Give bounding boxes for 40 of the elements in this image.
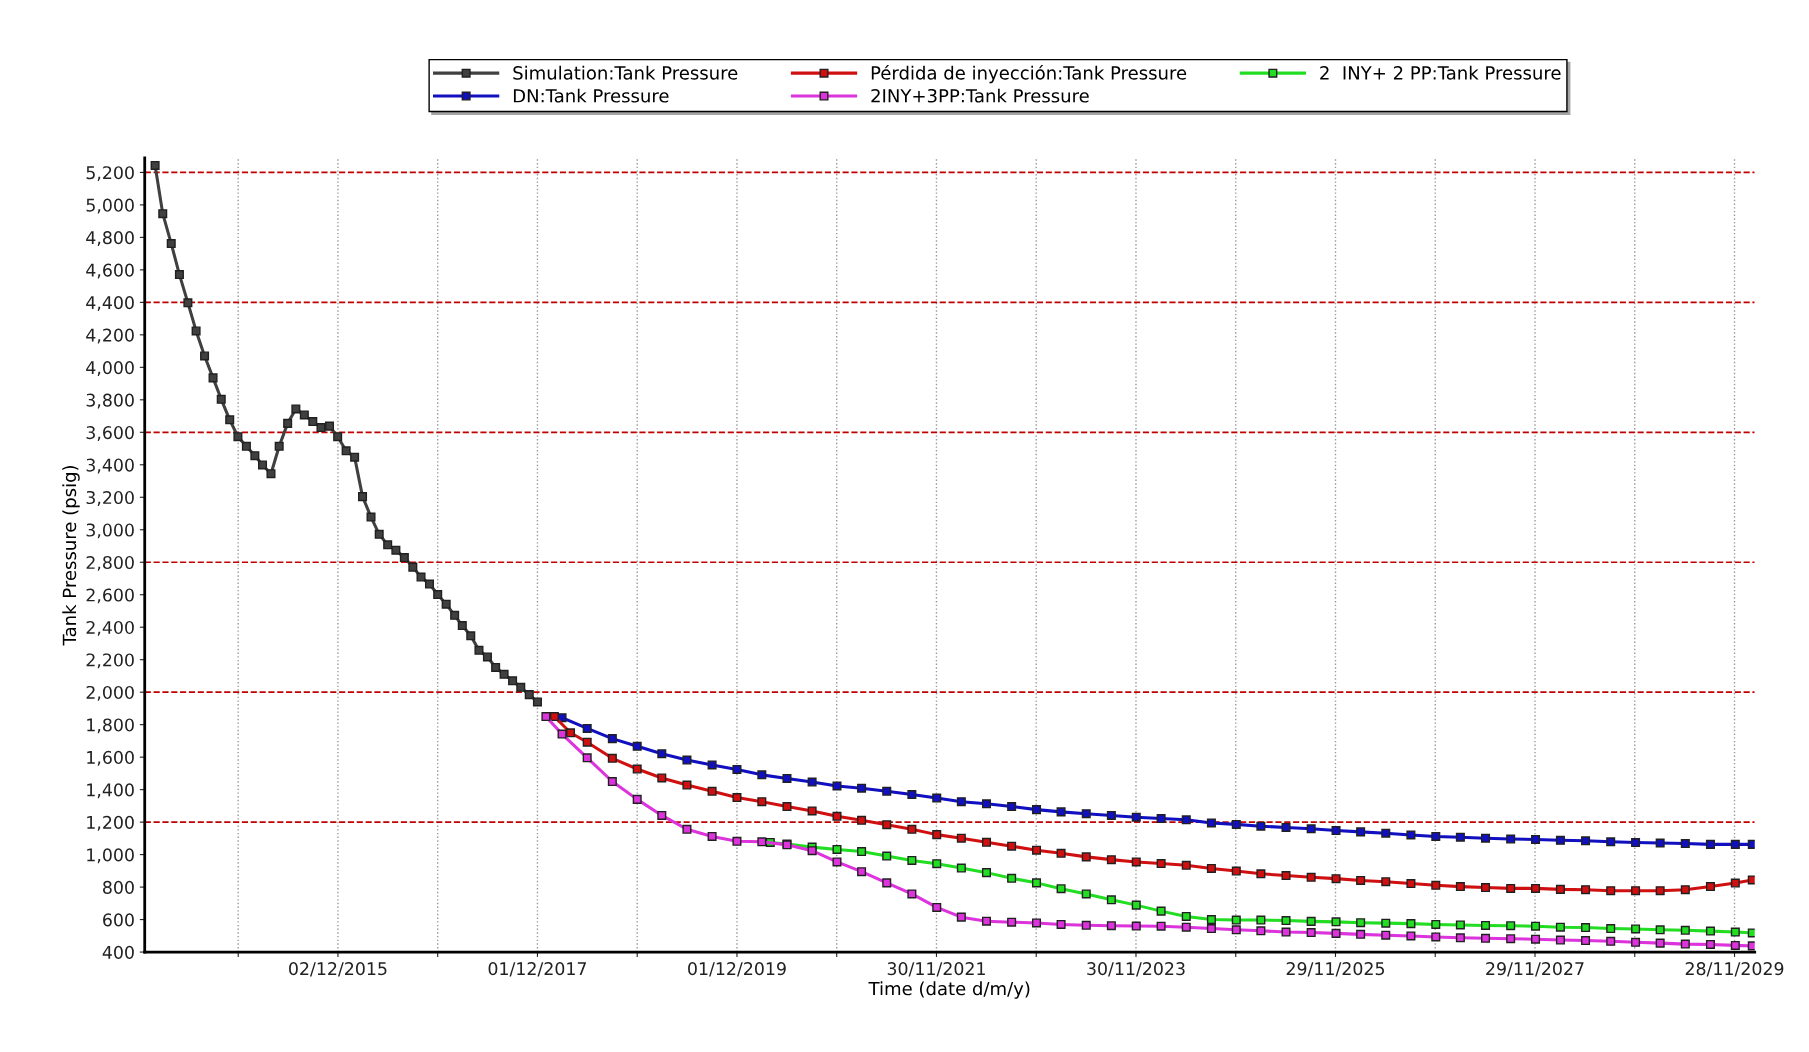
y-tick-label: 400 bbox=[102, 945, 134, 959]
legend-label: 2INY+3PP:Tank Pressure bbox=[871, 88, 1089, 103]
x-tick-label: 28/11/2029 bbox=[1685, 962, 1784, 977]
y-tick-label: 3,800 bbox=[86, 393, 134, 409]
y-tick-label: 1,800 bbox=[87, 718, 134, 734]
y-tick-label: 4,800 bbox=[86, 231, 134, 246]
y-tick-label: 3,000 bbox=[86, 523, 134, 539]
x-tick-label: 01/12/2019 bbox=[688, 962, 786, 977]
y-tick-label: 2,000 bbox=[86, 685, 134, 701]
x-tick-label: 02/12/2015 bbox=[289, 962, 387, 977]
y-tick-label: 4,200 bbox=[86, 328, 134, 344]
y-tick-label: 3,200 bbox=[86, 490, 134, 506]
legend-label: DN:Tank Pressure bbox=[513, 88, 669, 103]
y-tick-label: 800 bbox=[103, 880, 134, 894]
y-tick-label: 2,400 bbox=[86, 620, 134, 636]
y-tick-label: 2,600 bbox=[86, 588, 134, 604]
y-tick-label: 4,000 bbox=[86, 361, 134, 376]
y-tick-label: 3,600 bbox=[86, 426, 134, 441]
y-tick-label: 4,600 bbox=[86, 263, 134, 279]
y-tick-label: 5,000 bbox=[86, 198, 134, 214]
y-tick-label: 1,600 bbox=[87, 750, 134, 766]
x-tick-label: 30/11/2023 bbox=[1087, 962, 1185, 977]
y-tick-label: 1,200 bbox=[87, 815, 134, 831]
y-axis-title: Tank Pressure (psig) bbox=[62, 465, 80, 646]
y-tick-label: 5,200 bbox=[86, 166, 134, 182]
x-axis-title: Time (date d/m/y) bbox=[868, 981, 1030, 999]
y-tick-label: 2,800 bbox=[86, 555, 134, 571]
legend-label: 2 INY+ 2 PP:Tank Pressure bbox=[1320, 65, 1561, 80]
x-tick-label: 30/11/2021 bbox=[887, 962, 985, 977]
y-tick-label: 2,200 bbox=[86, 653, 134, 669]
legend-label: Simulation:Tank Pressure bbox=[513, 65, 738, 80]
x-tick-label: 29/11/2027 bbox=[1486, 962, 1584, 977]
y-tick-label: 3,400 bbox=[86, 458, 134, 474]
y-tick-label: 4,400 bbox=[86, 296, 134, 311]
x-tick-label: 29/11/2025 bbox=[1286, 962, 1384, 977]
y-tick-label: 1,400 bbox=[87, 783, 134, 799]
legend-label: Pérdida de inyección:Tank Pressure bbox=[871, 65, 1187, 84]
y-tick-label: 1,000 bbox=[87, 848, 134, 864]
x-tick-label: 01/12/2017 bbox=[488, 962, 586, 977]
y-tick-label: 600 bbox=[103, 913, 134, 927]
